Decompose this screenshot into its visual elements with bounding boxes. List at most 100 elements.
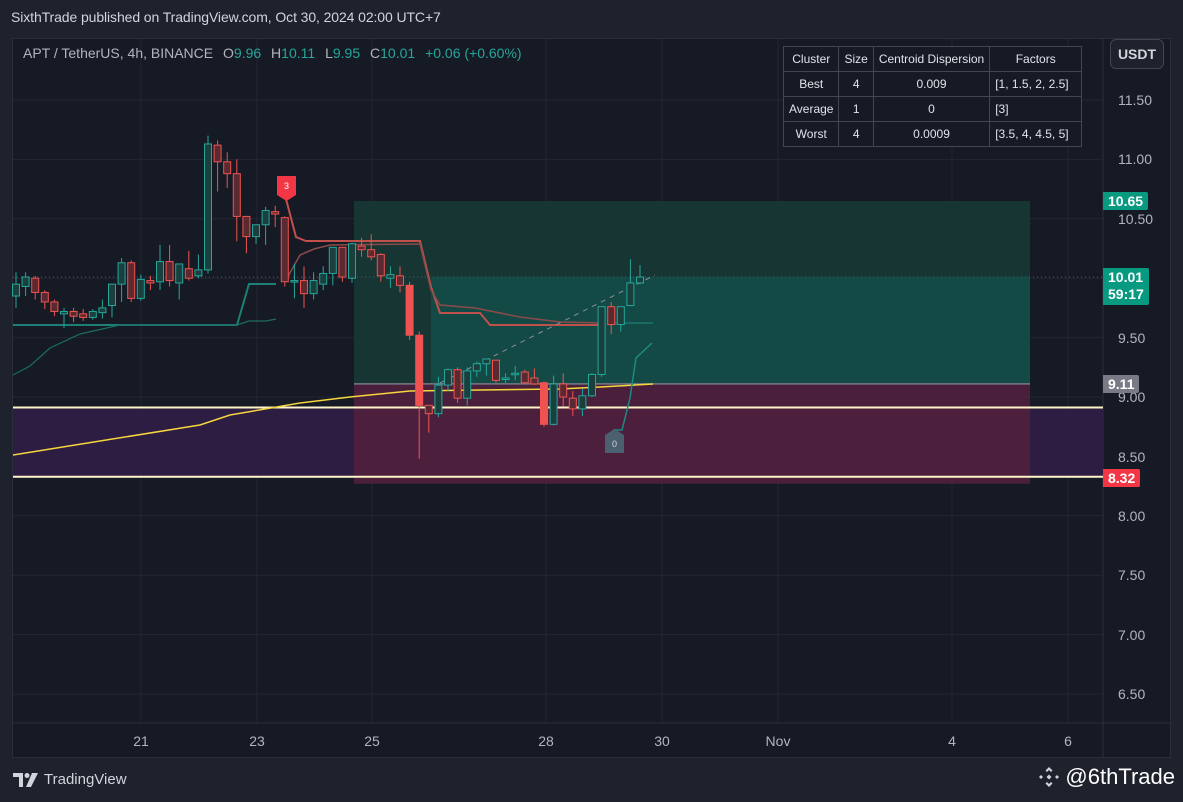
price-tick: 9.50 <box>1118 330 1146 346</box>
candle-down <box>40 291 49 303</box>
col-dispersion: Centroid Dispersion <box>872 46 991 72</box>
candle-up <box>21 276 30 288</box>
candle-up <box>636 276 644 284</box>
candle-up <box>501 377 510 380</box>
table-row: Average 1 0 [3] <box>782 96 1083 122</box>
candle-down <box>559 383 568 398</box>
time-tick: Nov <box>765 733 791 749</box>
candle-down <box>31 277 40 293</box>
last-price-value: 10.01 <box>1108 269 1144 285</box>
candle-down <box>223 161 232 175</box>
open-value: 9.96 <box>233 45 262 61</box>
candle-up <box>117 262 126 285</box>
candle-down <box>568 397 577 410</box>
candle-up <box>290 280 299 283</box>
candle-down <box>338 246 347 278</box>
candle-down <box>69 310 78 317</box>
time-tick: 28 <box>538 733 554 749</box>
symbol-name: APT / TetherUS, 4h, BINANCE <box>23 45 214 61</box>
candle-down <box>453 369 462 399</box>
stop-zone <box>354 383 1030 484</box>
buy-signal-label: 0 <box>612 439 617 449</box>
tradingview-logo[interactable]: TradingView <box>13 771 127 788</box>
candle-up <box>549 383 558 425</box>
candle-up <box>482 358 491 365</box>
candle-down <box>146 280 155 284</box>
candle-up <box>348 243 356 279</box>
watermark-handle: @6thTrade <box>1065 764 1175 789</box>
price-tick: 11.50 <box>1118 92 1152 108</box>
price-tick: 9.00 <box>1118 389 1146 405</box>
time-tick: 21 <box>133 733 149 749</box>
candle-down <box>50 301 59 312</box>
candle-up <box>108 283 116 307</box>
time-tick: 6 <box>1064 733 1072 749</box>
candle-down <box>280 217 289 283</box>
author-watermark: @6thTrade <box>1037 764 1175 790</box>
entry-price-tag: 9.11 <box>1103 375 1140 393</box>
candle-down <box>540 382 548 425</box>
price-tick: 11.00 <box>1118 151 1152 167</box>
candle-down <box>367 249 376 258</box>
candle-up <box>588 373 596 397</box>
target-price-tag: 10.65 <box>1103 192 1149 210</box>
candle-down <box>415 334 424 406</box>
close-value: 10.01 <box>380 45 416 61</box>
candle-down <box>232 173 241 217</box>
candle-up <box>98 307 107 314</box>
candle-up <box>578 395 587 410</box>
time-tick: 23 <box>249 733 265 749</box>
price-tick: 7.50 <box>1118 567 1146 583</box>
candle-down <box>165 261 174 282</box>
candle-up <box>626 282 635 307</box>
sell-signal-marker <box>277 176 296 201</box>
candle-up <box>12 283 20 297</box>
candle-up <box>597 306 606 375</box>
high-value: 10.11 <box>281 45 316 61</box>
candle-up <box>511 372 520 376</box>
profit-zone <box>431 277 1030 384</box>
candle-down <box>213 144 222 163</box>
candle-up <box>319 272 328 285</box>
currency-button[interactable]: USDT <box>1110 39 1164 69</box>
candle-down <box>242 215 251 238</box>
table-row: Best 4 0.009 [1, 1.5, 2, 2.5] <box>782 71 1083 97</box>
trailing-stop-upper-band <box>285 243 606 324</box>
candle-down <box>376 253 385 277</box>
candle-down <box>357 245 366 251</box>
price-tick: 10.50 <box>1118 211 1154 227</box>
candle-up <box>472 363 481 372</box>
candle-up <box>328 246 337 274</box>
moving-average-line <box>13 383 654 456</box>
change-value: +0.06 (+0.60%) <box>425 45 522 61</box>
candle-down <box>300 280 308 295</box>
candle-up <box>444 369 452 386</box>
price-tick: 7.00 <box>1118 627 1146 643</box>
stop-price-tag: 8.32 <box>1103 469 1141 487</box>
candle-up <box>156 261 164 283</box>
candle-up <box>309 280 318 295</box>
candle-up <box>175 263 184 284</box>
price-tick: 6.50 <box>1118 686 1146 702</box>
tradingview-logo-icon <box>13 772 38 787</box>
time-tick: 25 <box>364 733 380 749</box>
candle-up <box>204 143 212 271</box>
trailing-stop-lower-band <box>12 318 277 376</box>
candle-down <box>424 404 433 415</box>
last-price-tag: 10.01 59:17 <box>1103 268 1149 305</box>
candle-down <box>607 306 616 326</box>
candle-down <box>184 268 193 279</box>
binance-icon <box>1039 767 1060 787</box>
table-row: Worst 4 0.0009 [3.5, 4, 4.5, 5] <box>782 121 1083 147</box>
time-tick: 30 <box>654 733 670 749</box>
candle-down <box>520 371 529 384</box>
candle-up <box>434 384 443 415</box>
buy-signal-marker <box>605 429 624 453</box>
low-value: 9.95 <box>332 45 361 61</box>
candle-up <box>386 274 395 279</box>
candle-down <box>396 275 404 286</box>
publish-header: SixthTrade published on TradingView.com,… <box>11 9 441 25</box>
candle-up <box>261 209 270 226</box>
candle-down <box>271 211 280 215</box>
